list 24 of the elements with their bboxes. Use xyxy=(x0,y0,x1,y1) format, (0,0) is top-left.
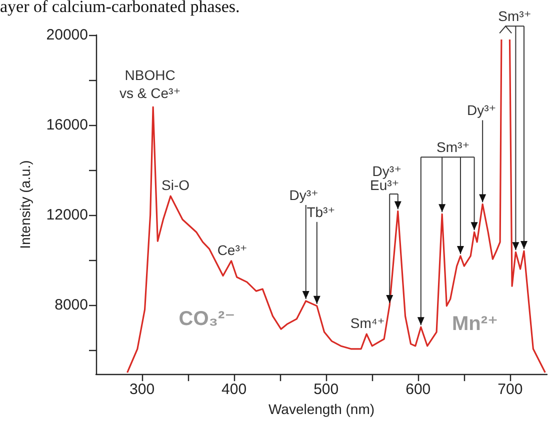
x-tick-label: 300 xyxy=(130,381,155,398)
x-tick-label: 700 xyxy=(498,381,523,398)
x-tick-label: 500 xyxy=(314,381,339,398)
annotation: Dy³⁺ xyxy=(289,186,318,203)
annotation: Dy³⁺ xyxy=(466,102,496,118)
annotation: NBOHC vs & Ce³⁺ xyxy=(120,67,181,102)
text: ayer of calcium-carbonated phases. xyxy=(0,0,240,16)
annotation: Tb³⁺ xyxy=(306,204,336,220)
y-tick-label: 20000 xyxy=(46,26,88,44)
annotation: Si-O xyxy=(162,177,190,194)
annotation: Dy³⁺ xyxy=(372,163,402,180)
y-tick-label: 12000 xyxy=(46,206,88,224)
annotation: Mn²⁺ xyxy=(452,313,498,335)
annotation: Sm³⁺ xyxy=(436,139,470,156)
annotation: Sm⁴⁺ xyxy=(350,315,385,332)
annotation: Sm³⁺ xyxy=(498,8,532,24)
x-tick-label: 600 xyxy=(406,381,431,398)
x-axis-title: Wavelength (nm) xyxy=(268,401,375,417)
annotation: CO₃²⁻ xyxy=(178,308,236,330)
annotation: Ce³⁺ xyxy=(217,242,248,258)
x-tick-label: 400 xyxy=(222,381,247,398)
y-axis-title: Intensity (a.u.) xyxy=(17,160,33,249)
y-tick-label: 8000 xyxy=(54,296,88,314)
y-tick-label: 16000 xyxy=(46,116,88,134)
